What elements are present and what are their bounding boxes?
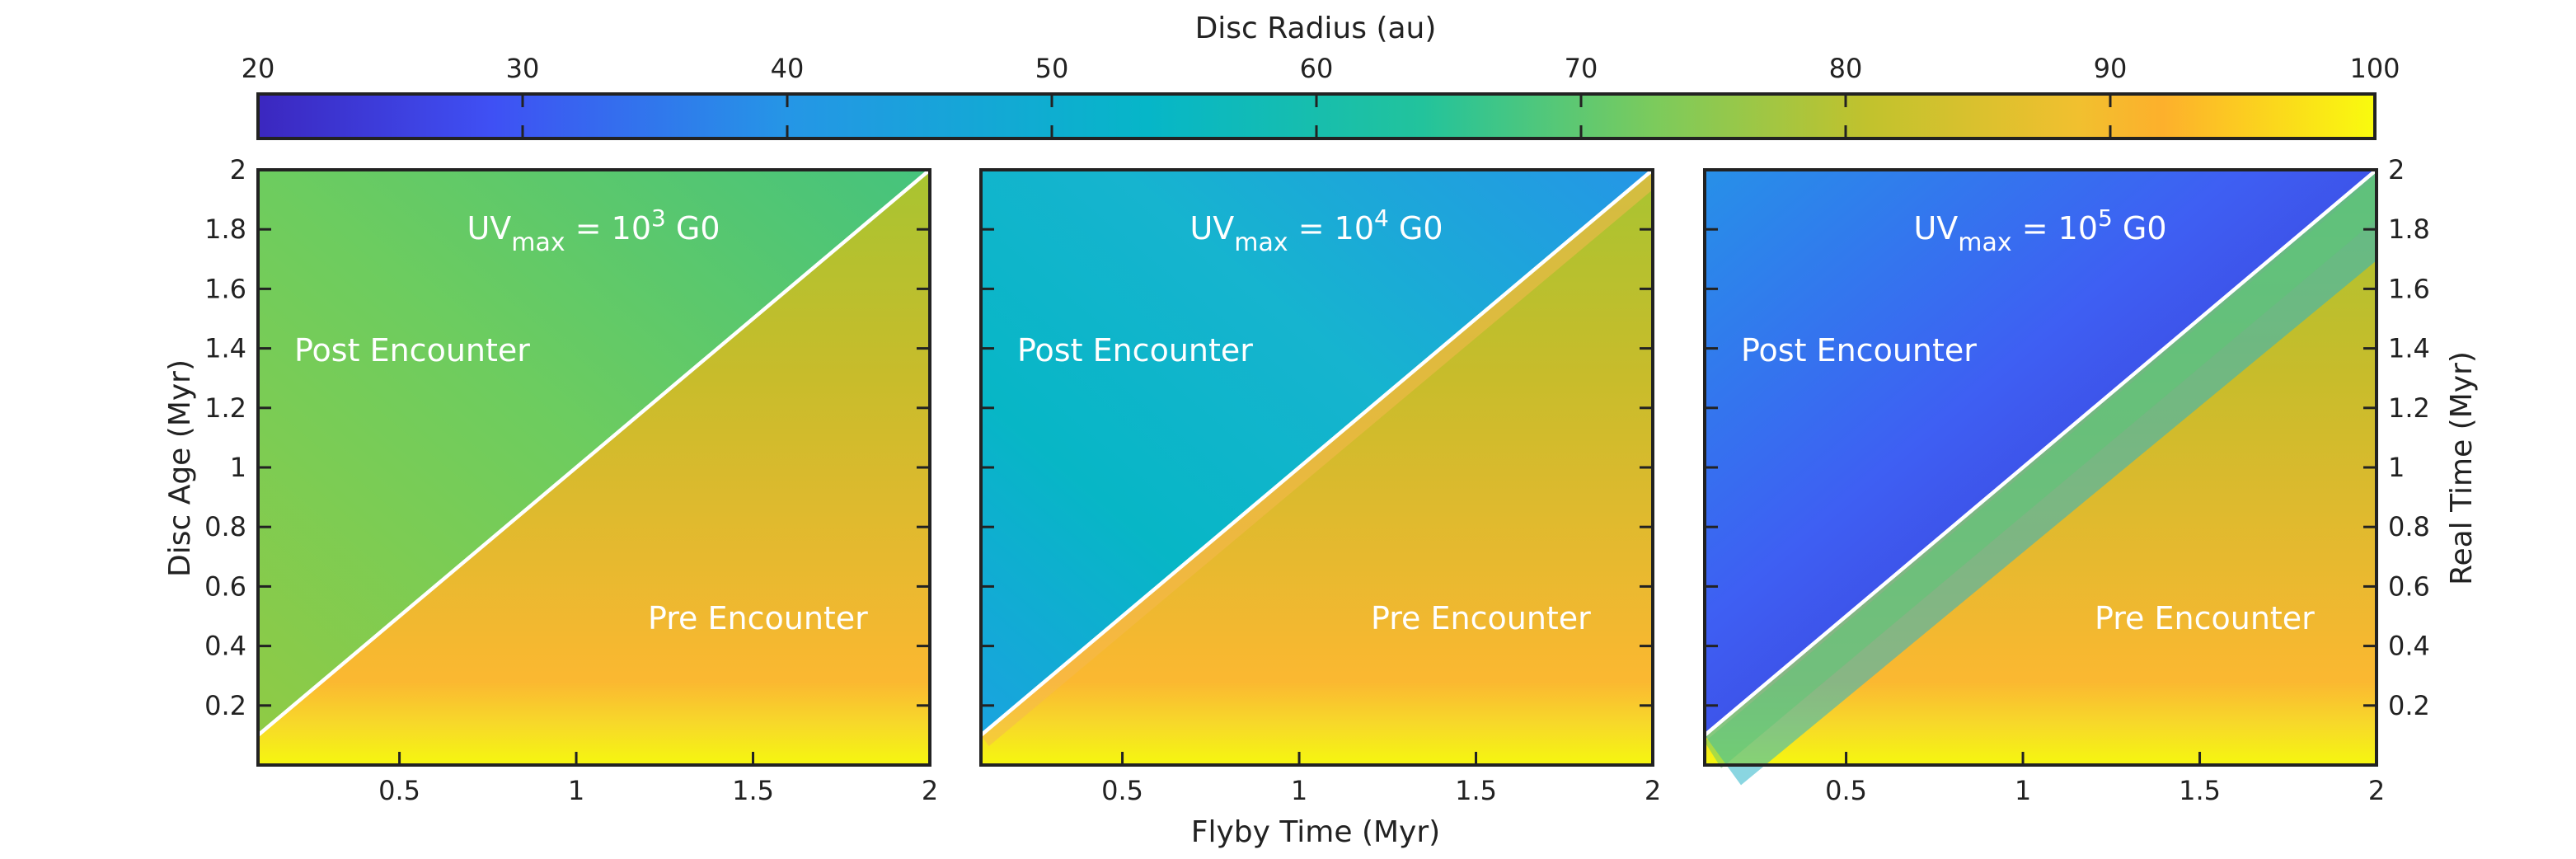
colorbar-tick-label: 50 (1035, 53, 1069, 84)
uv-equals: = 10 (1288, 210, 1374, 246)
uv-exponent: 5 (2098, 204, 2113, 232)
y-tick-label-right: 0.2 (2388, 690, 2430, 721)
x-tick-label: 2 (1645, 775, 1661, 806)
panel-1: 0.5 1 1.5 2 0.2 0.4 0.6 0.8 1 1.2 1.4 1.6 1.8 2 UVmax … (204, 154, 938, 806)
post-encounter-label: Post Encounter (1017, 332, 1253, 368)
panel-uv-title: UVmax = 104 G0 (1189, 204, 1443, 257)
pre-encounter-label: Pre Encounter (2095, 600, 2315, 636)
colorbar-tick-label: 30 (506, 53, 540, 84)
y-tick-label-right: 0.4 (2388, 631, 2430, 662)
uv-unit: G0 (666, 210, 720, 246)
y-tick-label-right: 2 (2388, 154, 2405, 185)
y-tick-label-left: 1.2 (204, 392, 246, 424)
colorbar-tick-label: 20 (242, 53, 275, 84)
uv-base: UV (467, 210, 511, 246)
x-tick-label: 1.5 (1455, 775, 1497, 806)
x-tick-label: 0.5 (1101, 775, 1143, 806)
y-tick-label-right: 1.4 (2388, 333, 2430, 364)
colorbar-tick-label: 70 (1565, 53, 1598, 84)
y-axis-label-right: Real Time (Myr) (2445, 351, 2479, 585)
transition-band (1705, 176, 2377, 768)
uv-equals: = 10 (2012, 210, 2098, 246)
uv-base: UV (1189, 210, 1234, 246)
y-tick-label-right: 0.8 (2388, 511, 2430, 542)
pre-encounter-label: Pre Encounter (1371, 600, 1591, 636)
y-tick-label-right: 0.6 (2388, 570, 2430, 602)
uv-subscript: max (1958, 228, 2011, 257)
y-tick-label-left: 1.8 (204, 214, 246, 245)
colorbar-tick-label: 80 (1829, 53, 1863, 84)
x-tick-label: 1 (2015, 775, 2031, 806)
y-tick-label-right: 1 (2388, 452, 2405, 483)
y-tick-label-left: 0.4 (204, 631, 246, 662)
x-tick-label: 2 (2368, 775, 2385, 806)
x-tick-label: 0.5 (378, 775, 420, 806)
uv-exponent: 4 (1374, 204, 1389, 232)
x-axis-label: Flyby Time (Myr) (1191, 815, 1440, 849)
y-tick-label-left: 2 (230, 154, 246, 185)
colorbar-tick-label: 100 (2349, 53, 2400, 84)
uv-base: UV (1913, 210, 1958, 246)
colorbar-tick-label: 60 (1300, 53, 1334, 84)
uv-subscript: max (1234, 228, 1288, 257)
x-tick-label: 1.5 (2179, 775, 2221, 806)
panel-3: 0.5 1 1.5 2 0.2 0.4 0.6 0.8 1 1.2 1.4 1.6 1.8 2 UVmax … (1703, 154, 2430, 806)
panel-2: 0.5 1 1.5 2 UVmax = 104 G0 Post Encounter Pre … (979, 168, 1661, 806)
uv-exponent: 3 (651, 204, 666, 232)
uv-subscript: max (511, 228, 565, 257)
panels: 0.5 1 1.5 2 0.2 0.4 0.6 0.8 1 1.2 1.4 1.6 1.8 2 UVmax … (204, 154, 2430, 806)
encounter-boundary-line (1703, 168, 2378, 737)
y-tick-label-right: 1.2 (2388, 392, 2430, 424)
y-tick-label-left: 0.2 (204, 690, 246, 721)
x-tick-label: 1 (1291, 775, 1307, 806)
y-tick-label-right: 1.6 (2388, 273, 2430, 304)
y-tick-label-left: 1 (230, 452, 246, 483)
panel-uv-title: UVmax = 103 G0 (467, 204, 720, 257)
uv-unit: G0 (2113, 210, 2167, 246)
colorbar-tick-label: 40 (771, 53, 805, 84)
x-tick-label: 2 (922, 775, 938, 806)
pre-encounter-label: Pre Encounter (648, 600, 868, 636)
x-tick-label: 1.5 (732, 775, 774, 806)
colorbar-tick-label: 90 (2094, 53, 2128, 84)
uv-unit: G0 (1389, 210, 1443, 246)
y-tick-label-right: 1.8 (2388, 214, 2430, 245)
x-tick-label: 0.5 (1825, 775, 1867, 806)
encounter-boundary-line (979, 168, 1654, 737)
y-tick-label-left: 1.6 (204, 273, 246, 304)
y-axis-label-left: Disc Age (Myr) (163, 359, 197, 577)
transition-band (981, 170, 1653, 747)
y-tick-label-left: 0.6 (204, 570, 246, 602)
colorbar-tick-labels: 20 30 40 50 60 70 80 90 100 (242, 53, 2400, 84)
post-encounter-label: Post Encounter (294, 332, 530, 368)
panel-uv-title: UVmax = 105 G0 (1913, 204, 2166, 257)
y-tick-label-left: 0.8 (204, 511, 246, 542)
y-tick-label-left: 1.4 (204, 333, 246, 364)
x-tick-label: 1 (568, 775, 584, 806)
encounter-boundary-line (256, 168, 931, 737)
colorbar: Disc Radius (au) 20 30 40 50 60 70 80 90 100 (242, 12, 2400, 140)
uv-equals: = 10 (565, 210, 651, 246)
post-encounter-label: Post Encounter (1741, 332, 1977, 368)
colorbar-label: Disc Radius (au) (1195, 12, 1437, 45)
colorbar-ticks (521, 94, 2112, 138)
